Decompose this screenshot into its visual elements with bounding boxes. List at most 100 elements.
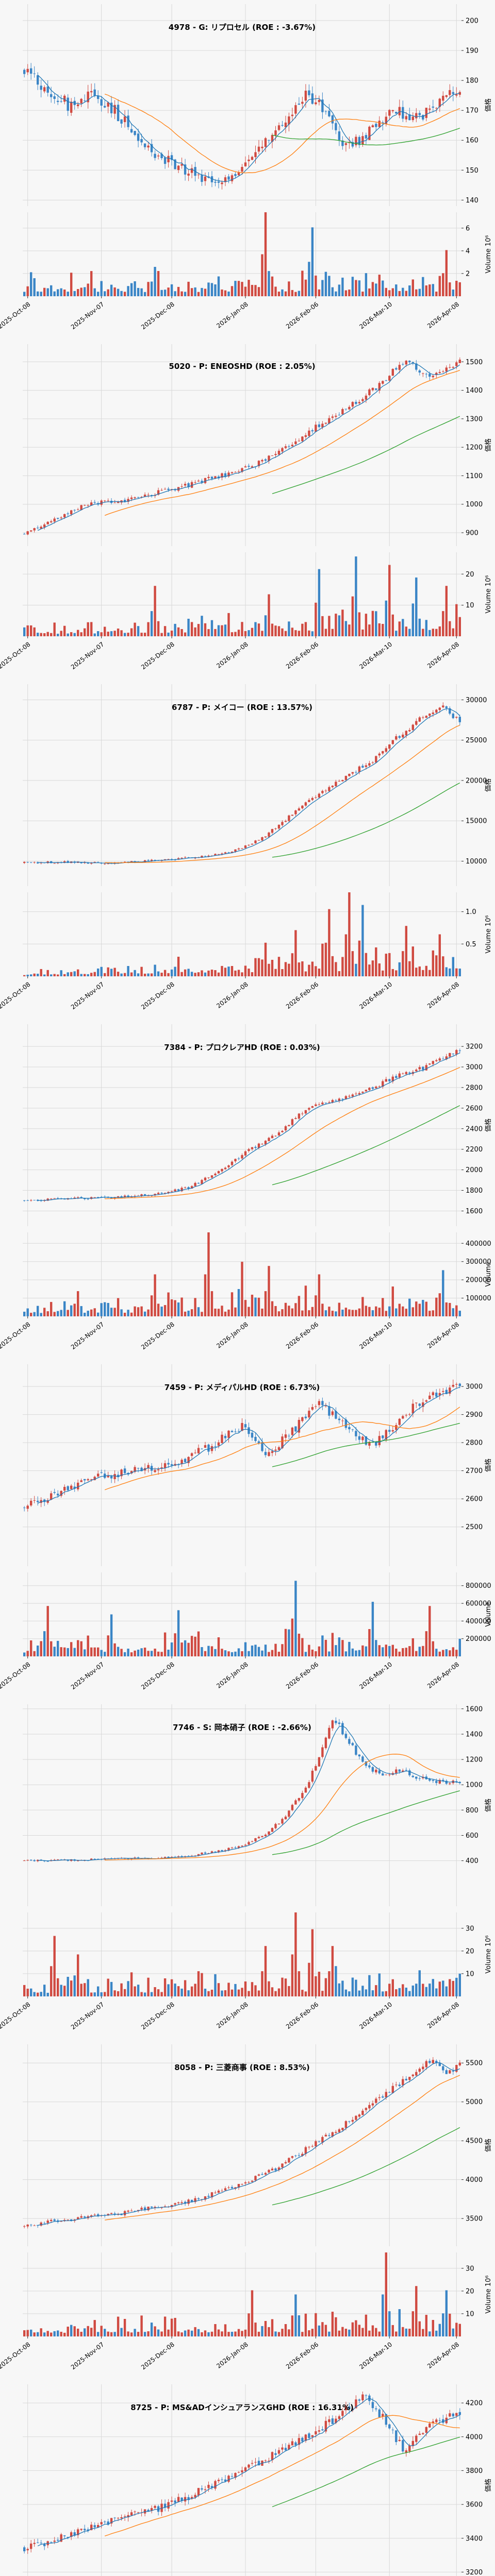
volume-bar [174,1633,176,1656]
volume-bar [37,2332,39,2336]
candle-down [408,1770,411,1775]
volume-bar [368,1975,371,1996]
candle-down [123,500,126,502]
candle-up [277,2450,280,2454]
volume-bar [33,1312,36,1316]
chart-4978-reprocell: 4978 - G: リプロセル (ROE : -3.67%) 140 150 160… [0,0,495,340]
ma-75-line [272,416,460,494]
volume-bar [328,1307,331,1316]
volume-axis-title: Volume 10⁶ [485,2275,492,2313]
volume-bar [80,2332,82,2336]
candle-up [180,1460,183,1464]
volume-bar [46,970,49,976]
volume-bar [432,284,434,296]
volume-bar [277,292,280,296]
volume-bar [143,1311,146,1316]
volume-bar [147,1977,150,1996]
candle-up [371,125,374,127]
candle-up [137,2512,140,2513]
volume-bar [137,1985,140,1996]
volume-bar [442,1650,444,1656]
volume-bar [331,629,334,636]
candle-down [395,368,398,370]
candle-up [33,862,36,863]
candle-up [294,105,297,114]
candle-up [30,1200,32,1201]
candle-down [187,483,190,487]
candle-up [382,751,384,754]
candle-down [348,1427,351,1430]
candle-down [23,70,26,74]
candle-up [304,1110,307,1114]
candle-down [224,473,227,477]
volume-bar [398,621,401,636]
price-tick-label: 3500 [466,2215,483,2223]
volume-bar [348,892,351,976]
volume-bar [154,1987,156,1996]
volume-bar [73,2326,76,2336]
price-tick-label: 2600 [466,1105,483,1112]
candle-up [382,1081,384,1087]
price-tick-label: 5000 [466,2098,483,2106]
candle-up [331,416,334,418]
candle-up [338,1098,341,1101]
candle-up [415,2435,418,2442]
volume-bar [382,280,384,296]
volume-bar [391,2325,394,2336]
volume-bar [328,276,331,296]
candle-up [442,371,444,372]
volume-bar [100,632,103,636]
volume-tick-label: 6 [466,225,470,232]
candle-down [311,430,314,432]
candle-down [84,1198,86,1199]
volume-bar [385,2252,387,2336]
candle-down [351,142,354,147]
candle-down [422,1066,424,1070]
volume-bar [284,291,287,296]
volume-bar [411,603,414,636]
candle-up [244,1151,247,1156]
date-tick-label: 2026-Apr-08 [426,640,460,670]
volume-bar [248,630,250,636]
price-tick-label: 600 [466,1832,478,1840]
candle-down [355,772,357,773]
candle-up [411,2441,414,2446]
volume-bar [288,1986,290,1996]
volume-tick-label: 600000 [466,1600,491,1608]
candle-up [274,454,277,455]
date-tick-label: 2026-Mar-10 [358,1660,393,1690]
candle-up [415,1402,418,1403]
candlesticks [23,63,461,190]
price-tick-label: 1500 [466,359,483,366]
volume-bar [184,969,187,976]
volume-bar [432,2320,434,2336]
volume-bar [244,286,247,296]
candle-down [331,2418,334,2424]
volume-bar [428,284,431,296]
candle-up [304,2147,307,2154]
volume-bar [40,1641,42,1656]
volume-bar [70,632,73,636]
candle-up [344,143,348,145]
candle-up [361,399,364,401]
volume-bar [123,1989,126,1996]
price-tick-label: 140 [466,197,478,205]
price-tick-label: 2200 [466,1146,483,1154]
volume-bar [371,1602,374,1656]
candle-down [97,2214,100,2216]
volume-bar [428,970,431,976]
volume-bar [23,292,26,296]
candle-up [438,98,441,107]
candle-up [197,2488,200,2496]
volume-bar [60,2332,62,2336]
volume-bar [174,1300,176,1316]
candle-up [274,1449,277,1451]
candle-up [241,1845,243,1846]
price-tick-label: 1200 [466,1756,483,1764]
candle-down [338,131,341,140]
volume-bar [201,616,203,636]
candle-up [217,1850,220,1852]
volume-bar [80,1641,82,1656]
candle-down [50,2542,53,2543]
candle-down [227,852,230,853]
